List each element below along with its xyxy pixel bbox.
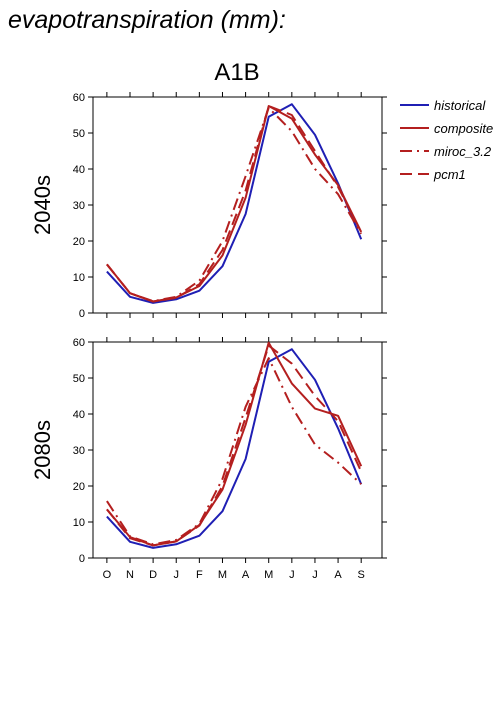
series-line-composite	[106, 105, 363, 303]
x-tick-label: N	[126, 569, 134, 581]
series-line-miroc_3.2	[106, 357, 362, 546]
x-tick-label: F	[196, 569, 203, 581]
legend-label-pcm1: pcm1	[433, 167, 466, 182]
y-tick-label: 0	[79, 308, 85, 320]
chart-panel-2080s: 0 10 20 30 40 50 60 O N D J F M A M J J A S 2080s	[30, 337, 387, 581]
series-line-composite	[106, 341, 363, 547]
x-tick-label: J	[289, 569, 295, 581]
scenario-title: A1B	[214, 59, 259, 86]
x-tick-label: J	[312, 569, 318, 581]
chart-panel-2040s: 0 10 20 30 40 50 60 2040s	[30, 92, 387, 320]
y-tick-label: 40	[73, 164, 85, 176]
x-tick-label: O	[103, 569, 112, 581]
x-tick-label: A	[334, 569, 342, 581]
series-line-miroc_3.2	[106, 106, 363, 303]
plot-frame	[92, 96, 383, 314]
x-tick-label: D	[149, 569, 157, 581]
series-line-historical	[106, 348, 363, 549]
y-tick-label: 40	[73, 409, 85, 421]
x-tick-label: J	[173, 569, 179, 581]
y-tick-label: 60	[73, 92, 85, 104]
series-line-historical	[106, 103, 363, 304]
panel-label: 2040s	[30, 175, 55, 235]
y-tick-label: 50	[73, 373, 85, 385]
legend-label-miroc_3.2: miroc_3.2	[434, 144, 492, 159]
y-tick-label: 20	[73, 236, 85, 248]
y-tick-label: 20	[73, 481, 85, 493]
y-tick-label: 60	[73, 337, 85, 349]
series-line-pcm1	[106, 105, 363, 303]
y-tick-label: 10	[73, 272, 85, 284]
y-tick-label: 30	[73, 200, 85, 212]
series-line-pcm1	[106, 344, 363, 547]
chart-legend: historical composite miroc_3.2 pcm1	[400, 98, 493, 182]
x-tick-label: M	[218, 569, 227, 581]
x-tick-label: S	[358, 569, 365, 581]
y-tick-label: 50	[73, 128, 85, 140]
y-tick-label: 30	[73, 445, 85, 457]
chart-panels: 0 10 20 30 40 50 60 2040s 0 10 20 30 40 50 60 O N D J F M A M J…	[30, 92, 387, 581]
page-title: evapotranspiration (mm):	[8, 6, 286, 34]
legend-label-composite: composite	[434, 121, 493, 136]
y-tick-label: 0	[79, 553, 85, 565]
x-tick-label: A	[242, 569, 250, 581]
y-tick-label: 10	[73, 517, 85, 529]
panel-label: 2080s	[30, 420, 55, 480]
x-tick-label: M	[264, 569, 273, 581]
legend-label-historical: historical	[434, 98, 486, 113]
